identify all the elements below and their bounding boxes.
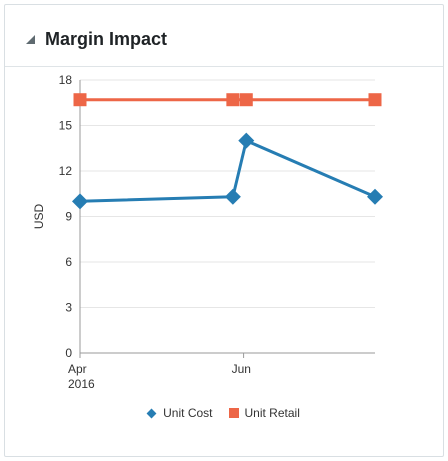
data-point-unit-retail <box>368 93 382 107</box>
x-tick-label: Apr <box>68 362 87 376</box>
legend-item-unit-cost[interactable]: Unit Cost <box>146 406 213 420</box>
data-point-unit-retail <box>226 93 240 107</box>
diamond-marker-icon <box>146 408 157 418</box>
x-tick-sublabel: 2016 <box>68 377 95 391</box>
y-tick-label: 15 <box>59 119 73 133</box>
x-tick-label: Jun <box>232 362 251 376</box>
square-marker-icon <box>228 408 239 418</box>
data-point-unit-cost <box>72 193 88 210</box>
legend-label-unit-retail: Unit Retail <box>244 406 300 420</box>
y-tick-label: 9 <box>65 210 72 224</box>
data-point-unit-retail <box>73 93 87 107</box>
y-tick-label: 3 <box>65 301 72 315</box>
panel-title: Margin Impact <box>45 29 168 49</box>
chart-legend: Unit Cost Unit Retail <box>0 406 448 420</box>
data-point-unit-cost <box>238 132 255 149</box>
collapse-triangle-icon[interactable] <box>26 35 35 44</box>
y-tick-label: 0 <box>65 346 72 360</box>
legend-item-unit-retail[interactable]: Unit Retail <box>228 406 300 420</box>
panel-header: Margin Impact <box>5 5 443 67</box>
y-axis-title: USD <box>32 204 46 230</box>
y-tick-label: 6 <box>65 255 72 269</box>
data-point-unit-cost <box>224 188 241 205</box>
series-line-unit-cost <box>79 139 376 203</box>
data-point-unit-retail <box>239 93 253 107</box>
legend-label-unit-cost: Unit Cost <box>163 406 213 420</box>
data-point-unit-cost <box>367 188 383 205</box>
y-tick-label: 18 <box>59 73 73 87</box>
y-tick-label: 12 <box>59 164 73 178</box>
